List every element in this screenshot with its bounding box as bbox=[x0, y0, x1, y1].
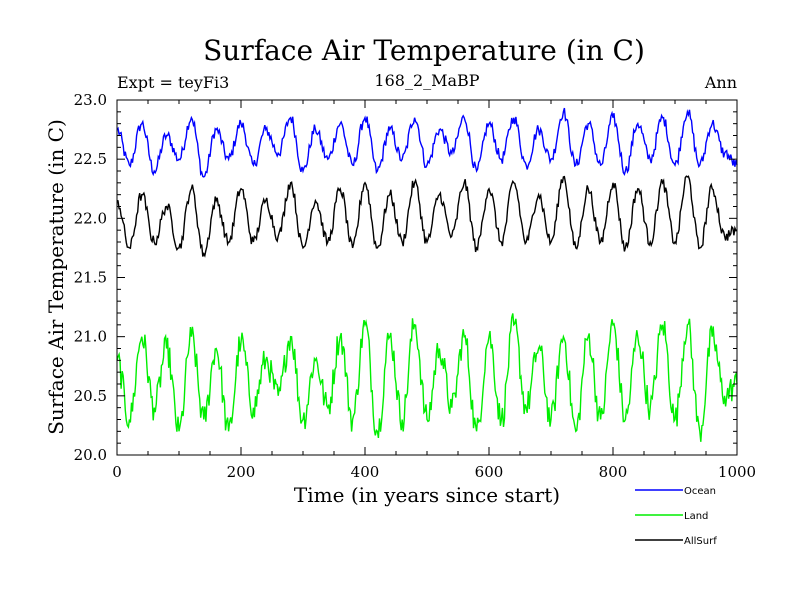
legend-label-ocean: Ocean bbox=[684, 486, 716, 497]
chart-subtitle-left: Expt = teyFi3 bbox=[117, 73, 229, 92]
y-tick-label: 21.5 bbox=[74, 269, 107, 287]
y-tick-label: 21.0 bbox=[74, 328, 107, 346]
series-line-land bbox=[116, 313, 738, 442]
series-line-ocean bbox=[116, 107, 738, 178]
y-tick-label: 22.0 bbox=[74, 209, 107, 227]
y-tick-label: 20.0 bbox=[74, 446, 107, 464]
y-tick-label: 22.5 bbox=[74, 150, 107, 168]
x-tick-label: 0 bbox=[112, 463, 122, 481]
legend-label-allsurf: AllSurf bbox=[684, 536, 717, 547]
y-tick-label: 23.0 bbox=[74, 91, 107, 109]
y-axis-label: Surface Air Temperature (in C) bbox=[44, 119, 68, 435]
x-axis-label: Time (in years since start) bbox=[294, 483, 560, 507]
x-tick-label: 1000 bbox=[718, 463, 756, 481]
x-tick-label: 400 bbox=[351, 463, 380, 481]
y-tick-label: 20.5 bbox=[74, 387, 107, 405]
chart-subtitle-center: 168_2_MaBP bbox=[374, 71, 479, 90]
legend: Ocean Land AllSurf bbox=[635, 486, 717, 547]
series-line-allsurf bbox=[116, 175, 738, 258]
chart-subtitle-right: Ann bbox=[704, 73, 737, 92]
series-layer bbox=[116, 107, 738, 442]
x-tick-label: 600 bbox=[475, 463, 504, 481]
x-tick-label: 800 bbox=[599, 463, 628, 481]
chart-title: Surface Air Temperature (in C) bbox=[203, 34, 645, 67]
legend-label-land: Land bbox=[684, 511, 708, 522]
x-tick-label: 200 bbox=[227, 463, 256, 481]
ticks-layer: 0 200 400 600 800 1000 20.0 20.5 21.0 21.5 22.0 22.… bbox=[74, 91, 757, 481]
